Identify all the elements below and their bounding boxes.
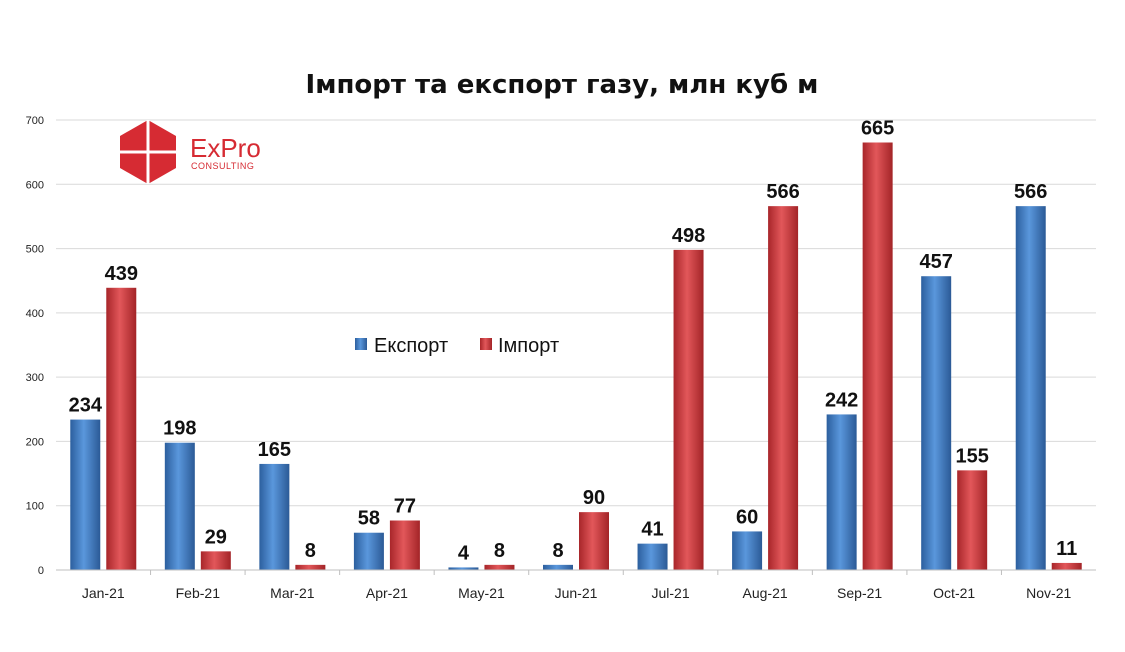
- x-tick-label: Apr-21: [366, 585, 408, 601]
- data-label-export: 165: [258, 439, 291, 461]
- grid: [56, 119, 1096, 571]
- data-label-export: 457: [919, 251, 952, 273]
- bars: [70, 142, 1082, 570]
- x-tick-label: Jul-21: [651, 585, 689, 601]
- bar-export: [637, 543, 668, 570]
- data-label-export: 58: [358, 508, 380, 530]
- x-tick-label: Mar-21: [270, 585, 315, 601]
- y-tick-label: 400: [26, 308, 44, 320]
- data-label-export: 8: [552, 540, 563, 562]
- legend-label-export: Експорт: [374, 335, 448, 357]
- y-tick-label: 700: [26, 115, 44, 127]
- data-label-export: 4: [458, 542, 470, 564]
- bar-export: [164, 442, 195, 570]
- bar-import: [957, 470, 988, 570]
- legend-swatch-import: [480, 338, 492, 350]
- x-tick-label: Feb-21: [176, 585, 221, 601]
- y-tick-label: 300: [26, 372, 44, 384]
- data-label-import: 155: [955, 445, 988, 467]
- y-tick-label: 200: [26, 436, 44, 448]
- bar-import: [106, 287, 137, 570]
- bar-import: [579, 512, 609, 570]
- data-label-import: 77: [394, 496, 416, 518]
- y-tick-label: 600: [26, 179, 44, 191]
- bar-import: [200, 551, 231, 570]
- x-tick-label: Oct-21: [933, 585, 975, 601]
- data-label-export: 566: [1014, 181, 1047, 203]
- bar-import: [768, 206, 799, 570]
- bar-export: [353, 532, 384, 570]
- data-label-export: 234: [69, 395, 103, 417]
- expro-logo: ExPro CONSULTING: [120, 120, 261, 184]
- bar-export: [732, 531, 763, 570]
- data-label-import: 90: [583, 487, 605, 509]
- bar-import: [389, 520, 420, 570]
- data-label-export: 242: [825, 389, 858, 411]
- legend-swatch-export: [355, 338, 367, 350]
- bar-export: [1015, 206, 1046, 570]
- x-tick-label: Jan-21: [82, 585, 125, 601]
- bar-export: [921, 276, 952, 570]
- data-label-export: 41: [641, 519, 663, 541]
- bar-export: [259, 463, 290, 570]
- data-label-import: 439: [105, 263, 138, 285]
- x-tick-label: May-21: [458, 585, 505, 601]
- bar-export: [826, 414, 857, 570]
- data-label-import: 11: [1056, 538, 1077, 560]
- data-label-import: 29: [205, 526, 227, 548]
- bar-import: [295, 564, 326, 570]
- legend: Експорт Імпорт: [355, 335, 559, 357]
- data-label-import: 566: [766, 181, 799, 203]
- data-label-import: 8: [494, 540, 505, 562]
- data-label-export: 60: [736, 506, 758, 528]
- data-label-export: 198: [163, 418, 196, 440]
- bar-export: [543, 564, 573, 570]
- data-label-import: 498: [672, 225, 705, 247]
- expro-logo-name: ExPro: [190, 133, 261, 163]
- y-tick-label: 500: [26, 244, 44, 256]
- x-tick-label: Aug-21: [743, 585, 788, 601]
- expro-logo-icon: [120, 120, 176, 184]
- x-tick-label: Sep-21: [837, 585, 882, 601]
- bar-import: [484, 564, 515, 570]
- bar-import: [673, 249, 704, 570]
- bar-import: [862, 142, 893, 570]
- legend-label-import: Імпорт: [498, 335, 559, 357]
- data-labels: 234 439 198 29 165 8 58 77 4 8 8 90 41 498 60 566 242 665…: [69, 118, 1078, 565]
- bar-import: [1051, 562, 1082, 570]
- data-label-import: 665: [861, 118, 894, 140]
- x-tick-label: Nov-21: [1026, 585, 1071, 601]
- bar-export: [70, 419, 101, 570]
- data-label-import: 8: [305, 540, 316, 562]
- bar-export: [448, 567, 479, 570]
- chart-title: Імпорт та експорт газу, млн куб м: [306, 70, 819, 100]
- axes: 0 100 200 300 400 500 600 700 Jan-21 Feb-21 Mar-21…: [26, 115, 1096, 601]
- expro-logo-subtitle: CONSULTING: [191, 161, 254, 171]
- y-tick-label: 0: [38, 565, 44, 577]
- x-tick-label: Jun-21: [555, 585, 598, 601]
- y-tick-label: 100: [26, 501, 44, 513]
